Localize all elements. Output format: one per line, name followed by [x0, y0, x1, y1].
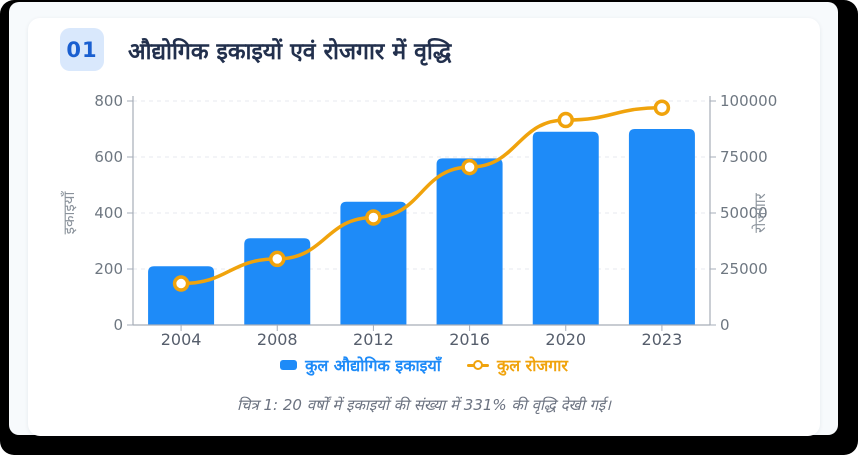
point-2016[interactable] — [461, 158, 478, 176]
point-2023[interactable] — [653, 99, 671, 116]
y-right-tick-label: 50000 — [720, 204, 768, 222]
bar-2020[interactable] — [532, 131, 599, 325]
point-2020[interactable] — [557, 111, 574, 129]
bar-2023[interactable] — [628, 129, 695, 325]
bar-2016[interactable] — [436, 158, 503, 325]
x-tick-label: 2023 — [642, 330, 683, 349]
y-left-tick-label: 600 — [94, 148, 123, 166]
y-left-tick-label: 0 — [113, 316, 123, 334]
point-2008[interactable] — [269, 250, 286, 268]
y-right-tick-label: 75000 — [720, 148, 768, 166]
card-header: 01 औद्योगिक इकाइयों एवं रोजगार में वृद्ध… — [60, 28, 451, 71]
y-axis-left-name: इकाइयाँ — [60, 191, 78, 235]
chart-title: औद्योगिक इकाइयों एवं रोजगार में वृद्धि — [128, 38, 452, 65]
y-left-tick-label: 800 — [94, 92, 123, 110]
y-right-tick-label: 25000 — [720, 260, 768, 278]
page-background: 01 औद्योगिक इकाइयों एवं रोजगार में वृद्ध… — [9, 2, 838, 436]
chart-legend: कुल औद्योगिक इकाइयाँ कुल रोजगार — [28, 354, 820, 376]
figure-caption: चित्र 1: 20 वर्षों में इकाइयों की संख्या… — [237, 396, 611, 414]
bar-2004[interactable] — [148, 266, 215, 325]
bar-series-swatch-icon — [280, 360, 298, 370]
x-tick-label: 2008 — [257, 330, 298, 349]
x-tick-label: 2016 — [449, 330, 490, 349]
x-tick-label: 2020 — [545, 330, 586, 349]
section-number-badge: 01 — [60, 28, 104, 71]
legend-label-employment: कुल रोजगार — [496, 356, 568, 375]
line-series-marker-icon — [466, 359, 489, 371]
point-2004[interactable] — [172, 275, 190, 292]
y-left-tick-label: 200 — [94, 260, 123, 278]
x-tick-label: 2004 — [161, 330, 202, 349]
point-2012[interactable] — [365, 209, 382, 226]
y-right-tick-label: 0 — [720, 316, 730, 334]
y-right-tick-label: 100000 — [720, 92, 777, 110]
legend-label-units: कुल औद्योगिक इकाइयाँ — [305, 356, 441, 375]
y-left-tick-label: 400 — [94, 204, 123, 222]
chart-card: 01 औद्योगिक इकाइयों एवं रोजगार में वृद्ध… — [28, 18, 820, 436]
bar-2012[interactable] — [340, 201, 407, 325]
legend-item-units[interactable]: कुल औद्योगिक इकाइयाँ — [280, 354, 441, 376]
legend-item-employment[interactable]: कुल रोजगार — [466, 354, 568, 376]
combo-chart: 0 200 400 600 800 0 25000 50000 75000 100000 2004 2… — [60, 92, 777, 349]
y-axis-right-name: रोजगार — [751, 192, 769, 232]
x-tick-label: 2012 — [353, 330, 394, 349]
